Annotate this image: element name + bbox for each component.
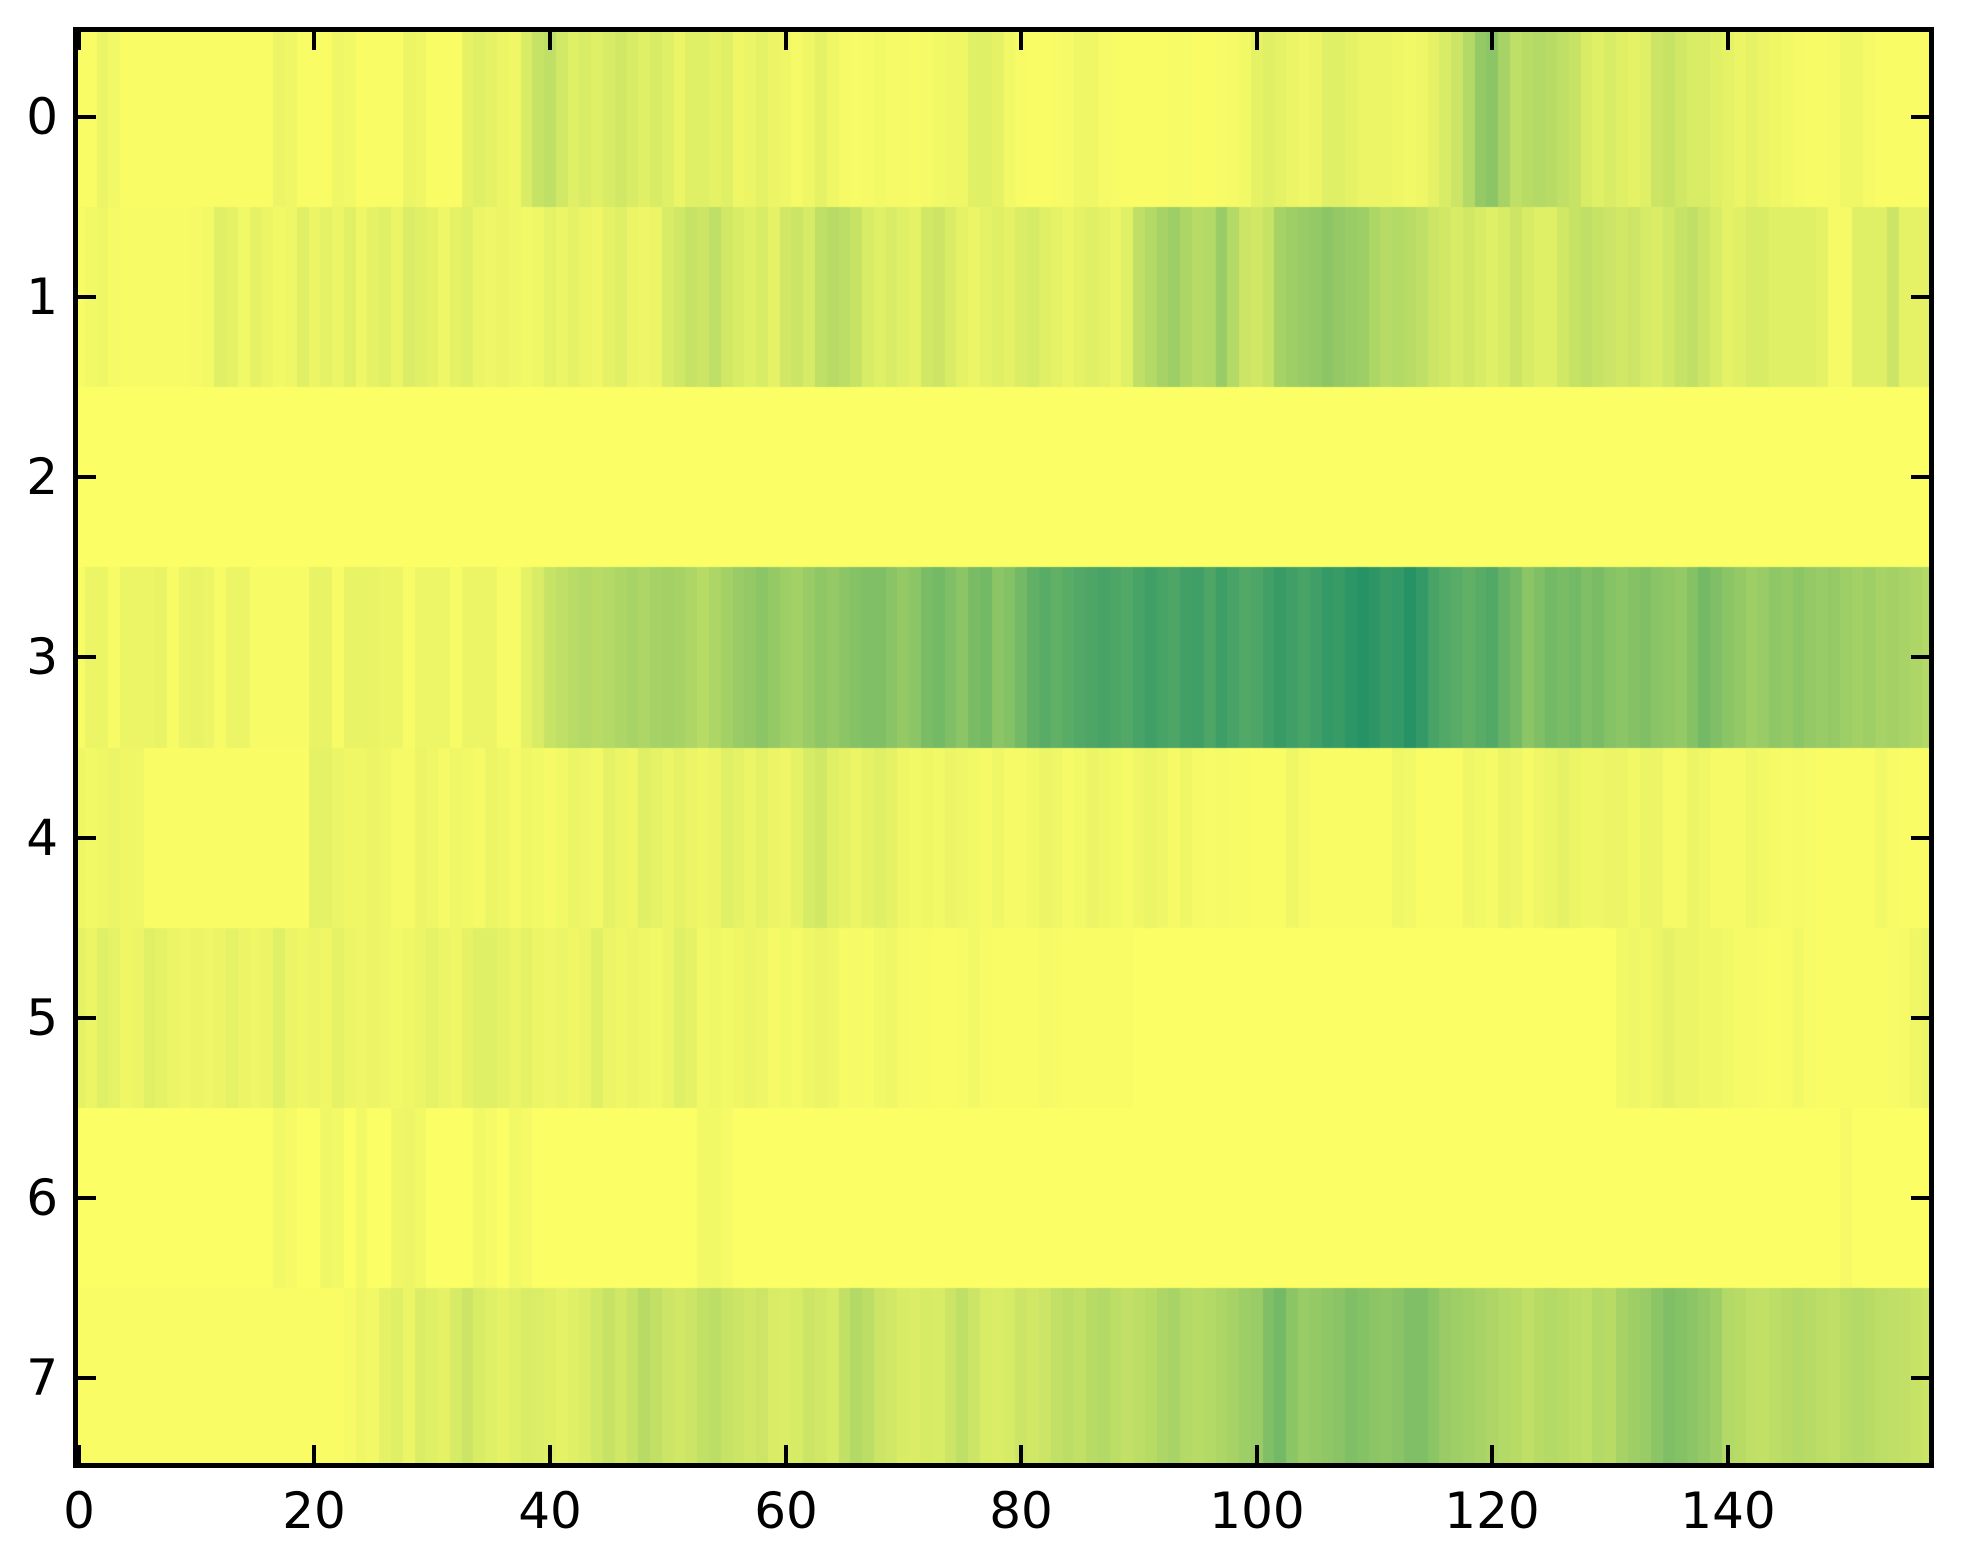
x-tick-label-80: 80 — [989, 1482, 1053, 1540]
y-tick-label-4: 4 — [26, 809, 58, 867]
y-tick-label-7: 7 — [26, 1349, 58, 1407]
x-tick-label-120: 120 — [1444, 1482, 1540, 1540]
y-tick-label-1: 1 — [26, 268, 58, 326]
x-tick-label-140: 140 — [1680, 1482, 1776, 1540]
y-tick-label-2: 2 — [26, 448, 58, 506]
x-tick-label-100: 100 — [1209, 1482, 1305, 1540]
x-tick-label-40: 40 — [518, 1482, 582, 1540]
y-tick-label-5: 5 — [26, 989, 58, 1047]
y-tick-label-0: 0 — [26, 88, 58, 146]
x-tick-label-20: 20 — [282, 1482, 346, 1540]
y-tick-label-3: 3 — [26, 628, 58, 686]
heatmap-canvas — [73, 27, 1934, 1468]
y-tick-label-6: 6 — [26, 1169, 58, 1227]
x-tick-label-60: 60 — [754, 1482, 818, 1540]
plot-area — [73, 27, 1934, 1468]
x-tick-label-0: 0 — [63, 1482, 95, 1540]
